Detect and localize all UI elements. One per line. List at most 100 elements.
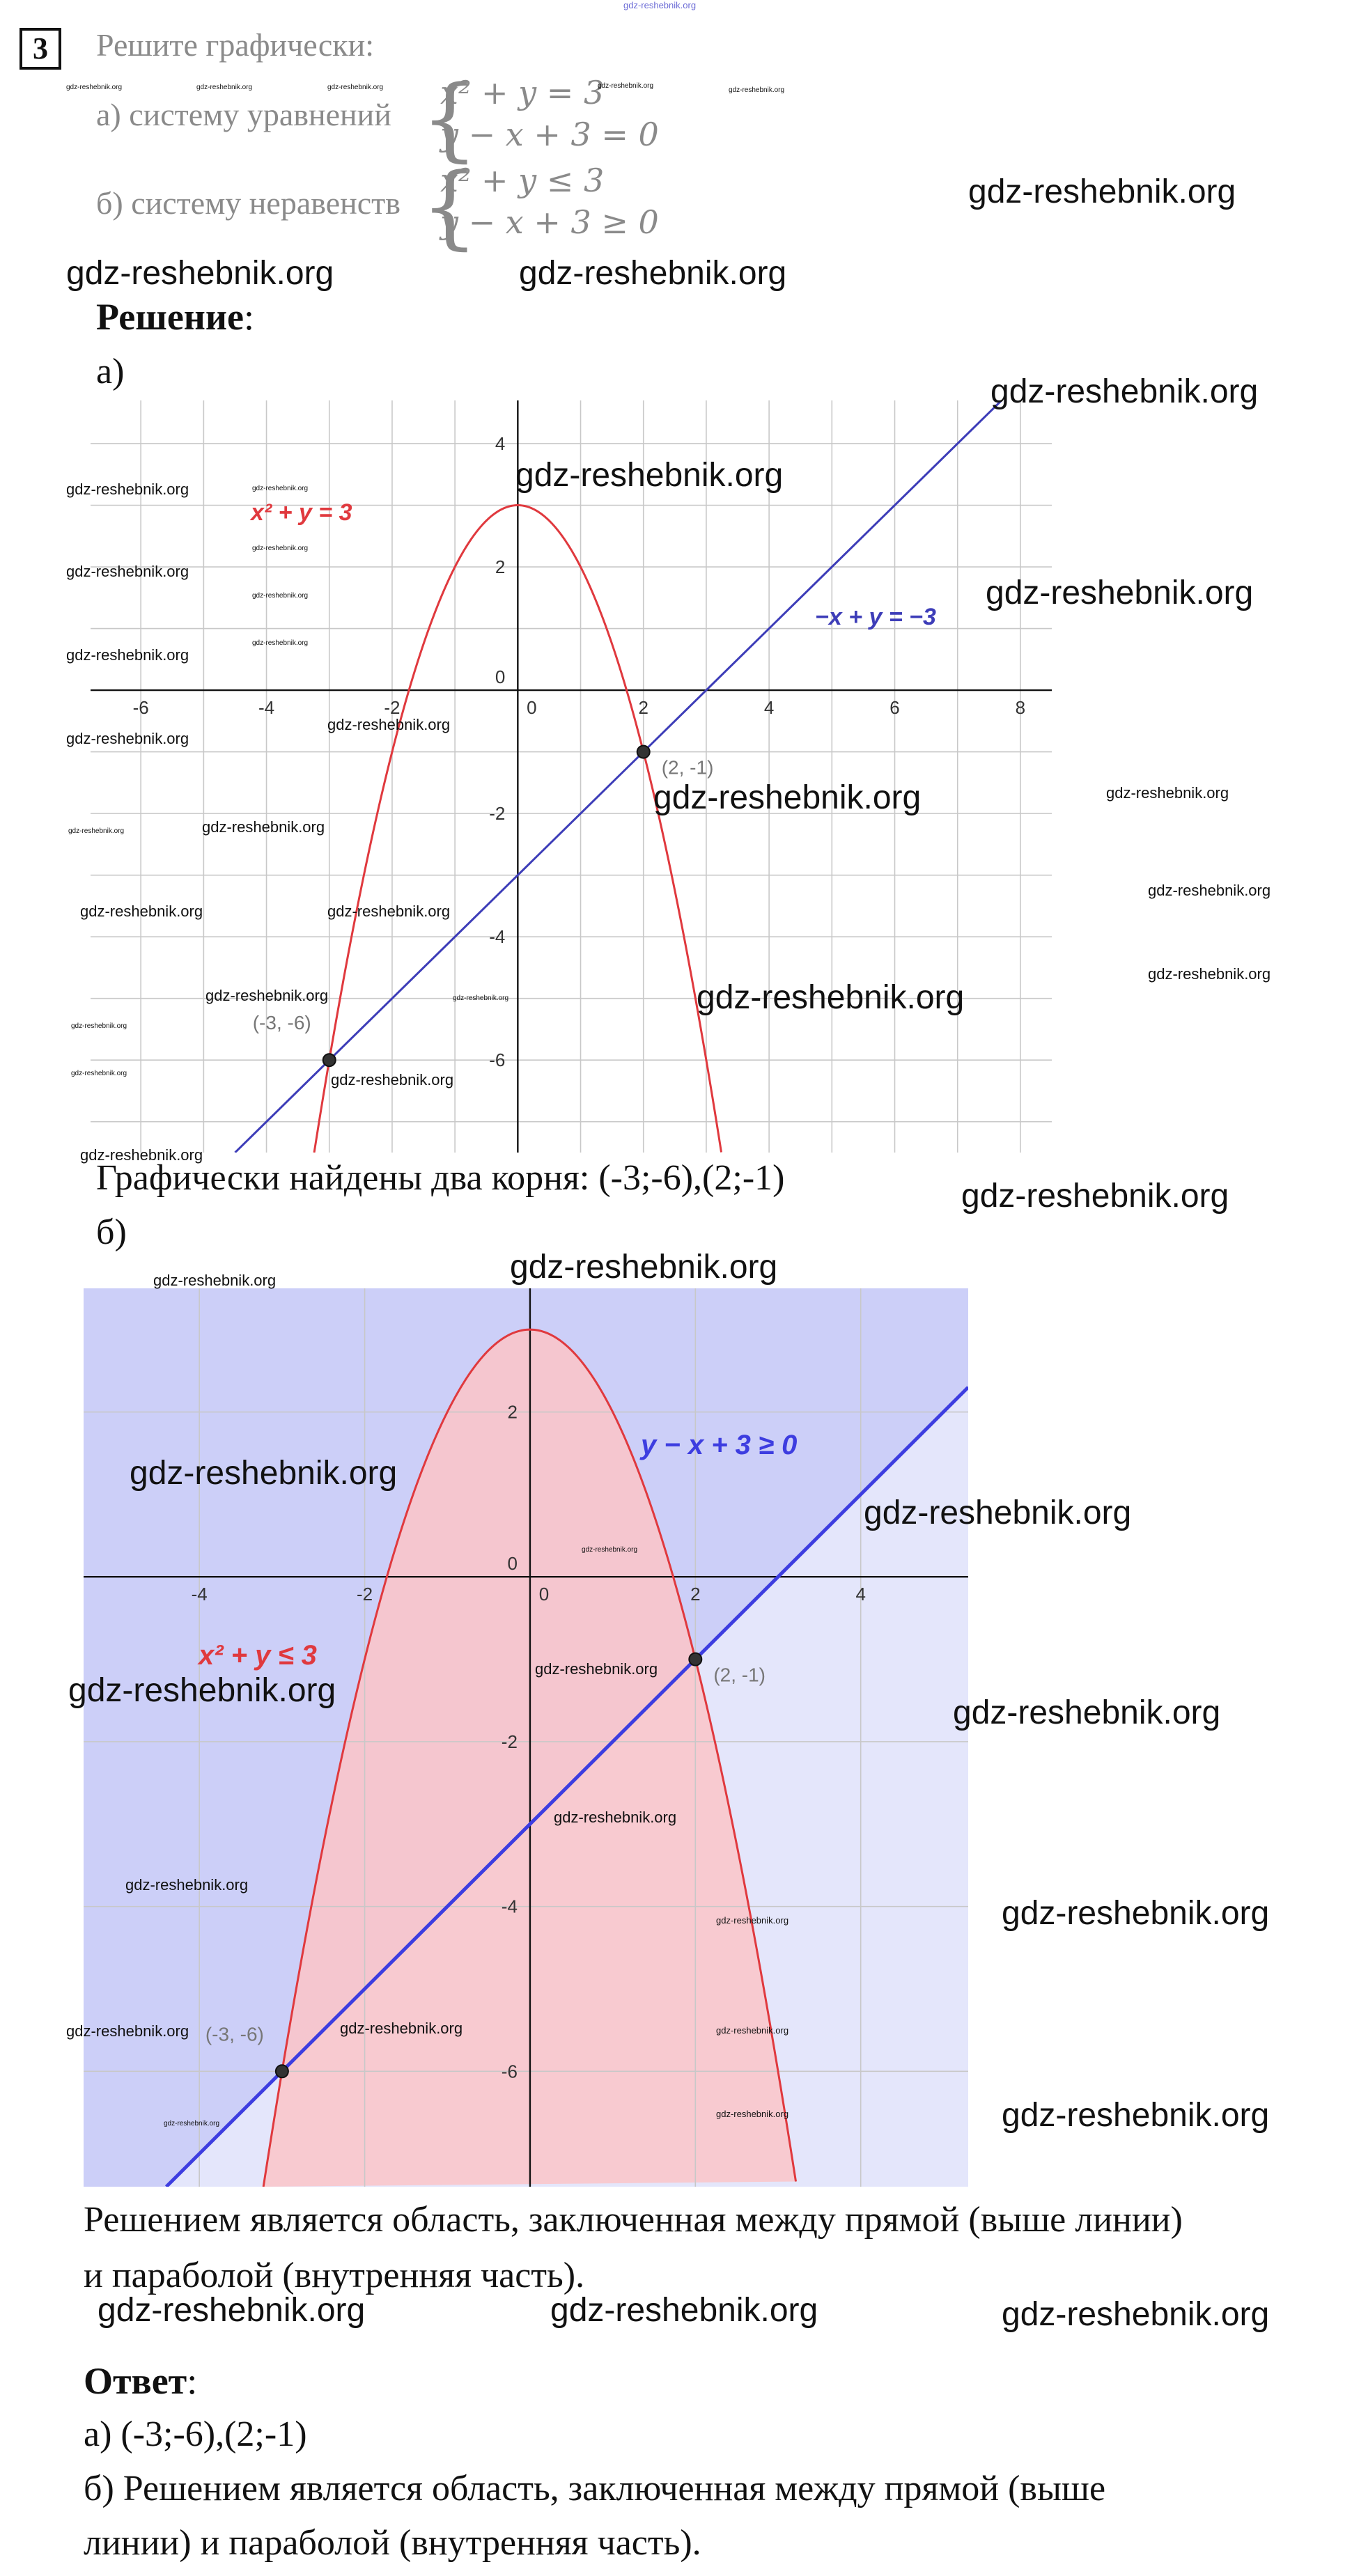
x-tick-label: -2 xyxy=(384,697,400,718)
system-a-eq2: y − x + 3 = 0 xyxy=(440,116,659,153)
y-tick-label: -6 xyxy=(502,2061,518,2082)
watermark: gdz-reshebnik.org xyxy=(1002,2097,1270,2134)
intersection-point xyxy=(688,1652,703,1666)
watermark: gdz-reshebnik.org xyxy=(864,1494,1132,1531)
watermark: gdz-reshebnik.org xyxy=(327,903,451,920)
x-tick-label: -2 xyxy=(357,1584,373,1605)
watermark: gdz-reshebnik.org xyxy=(66,730,189,747)
x-tick-label: -6 xyxy=(133,697,149,718)
watermark: gdz-reshebnik.org xyxy=(327,84,384,91)
watermark: gdz-reshebnik.org xyxy=(986,575,1254,611)
answer-line-b2: линии) и параболой (внутренняя часть). xyxy=(84,2523,701,2563)
watermark: gdz-reshebnik.org xyxy=(80,903,203,920)
watermark: gdz-reshebnik.org xyxy=(71,1070,127,1077)
watermark: gdz-reshebnik.org xyxy=(598,82,654,90)
equation-label: −x + y = −3 xyxy=(815,604,936,630)
watermark: gdz-reshebnik.org xyxy=(697,979,965,1016)
watermark: gdz-reshebnik.org xyxy=(716,1915,789,1926)
x-tick-label: 6 xyxy=(889,697,899,718)
part-a-label: а) систему уравнений xyxy=(96,97,391,132)
y-tick-label: 2 xyxy=(507,1402,517,1423)
y-tick-label: -2 xyxy=(502,1731,518,1752)
x-tick-label: -4 xyxy=(258,697,274,718)
point-label: (2, -1) xyxy=(713,1664,766,1686)
equation-label: x² + y ≤ 3 xyxy=(197,1640,317,1671)
solution-part-b: б) xyxy=(96,1212,127,1252)
watermark: gdz-reshebnik.org xyxy=(130,1455,398,1492)
watermark: gdz-reshebnik.org xyxy=(252,592,309,600)
intersection-point xyxy=(274,2064,289,2079)
watermark: gdz-reshebnik.org xyxy=(205,987,329,1004)
watermark: gdz-reshebnik.org xyxy=(1002,1895,1270,1932)
task-title: Решите графически: xyxy=(96,27,375,63)
equation-label: y − x + 3 ≥ 0 xyxy=(639,1430,797,1460)
watermark: gdz-reshebnik.org xyxy=(327,716,451,733)
watermark: gdz-reshebnik.org xyxy=(202,818,325,836)
line-graph xyxy=(164,1386,968,2187)
x-tick-label: 0 xyxy=(539,1584,549,1605)
watermark: gdz-reshebnik.org xyxy=(125,1876,249,1894)
x-tick-label: 2 xyxy=(690,1584,700,1605)
equation-label: x² + y = 3 xyxy=(249,499,352,526)
watermark: gdz-reshebnik.org xyxy=(550,2292,818,2329)
system-a-eq1: x² + y = 3 xyxy=(440,74,605,111)
line-graph xyxy=(234,400,1002,1153)
x-tick-label: -4 xyxy=(192,1584,208,1605)
watermark: gdz-reshebnik.org xyxy=(196,84,253,91)
watermark: gdz-reshebnik.org xyxy=(98,2292,366,2329)
result-b-line1: Решением является область, заключенная м… xyxy=(84,2200,1183,2240)
watermark: gdz-reshebnik.org xyxy=(515,457,784,494)
watermark: gdz-reshebnik.org xyxy=(340,2020,463,2037)
header-watermark: gdz-reshebnik.org xyxy=(623,0,697,10)
watermark: gdz-reshebnik.org xyxy=(66,84,123,91)
watermark: gdz-reshebnik.org xyxy=(582,1546,638,1554)
watermark: gdz-reshebnik.org xyxy=(66,646,189,664)
point-label: (2, -1) xyxy=(662,757,714,779)
system-brace-b: { xyxy=(421,153,479,259)
watermark: gdz-reshebnik.org xyxy=(66,563,189,580)
y-tick-label: -2 xyxy=(489,803,505,824)
system-b-ineq1: x² + y ≤ 3 xyxy=(440,162,605,199)
watermark: gdz-reshebnik.org xyxy=(653,779,922,816)
x-tick-label: 0 xyxy=(527,697,536,718)
intersection-point xyxy=(322,1053,336,1068)
watermark: gdz-reshebnik.org xyxy=(968,173,1236,210)
watermark: gdz-reshebnik.org xyxy=(519,255,787,292)
result-b-line2: и параболой (внутренняя часть). xyxy=(84,2256,585,2295)
watermark: gdz-reshebnik.org xyxy=(1106,784,1229,802)
parabola-curve xyxy=(262,1328,798,2187)
y-tick-label: 0 xyxy=(495,666,505,687)
watermark: gdz-reshebnik.org xyxy=(164,2120,220,2128)
point-label: (-3, -6) xyxy=(205,2023,264,2045)
x-tick-label: 4 xyxy=(855,1584,865,1605)
watermark: gdz-reshebnik.org xyxy=(66,2022,189,2040)
y-tick-label: 4 xyxy=(495,433,505,454)
watermark: gdz-reshebnik.org xyxy=(990,373,1259,410)
watermark: gdz-reshebnik.org xyxy=(453,994,509,1002)
watermark: gdz-reshebnik.org xyxy=(716,2109,789,2119)
x-tick-label: 2 xyxy=(638,697,648,718)
watermark: gdz-reshebnik.org xyxy=(729,86,785,94)
solution-heading: Решение: xyxy=(96,296,255,338)
y-tick-label: -6 xyxy=(489,1049,505,1070)
solution-part-a: а) xyxy=(96,352,125,391)
y-tick-label: 2 xyxy=(495,556,505,577)
part-b-label: б) систему неравенств xyxy=(96,185,401,221)
watermark: gdz-reshebnik.org xyxy=(716,2025,789,2036)
y-tick-label: -4 xyxy=(502,1896,518,1917)
watermark: gdz-reshebnik.org xyxy=(68,827,125,835)
task-number: 3 xyxy=(20,28,61,70)
point-label: (-3, -6) xyxy=(253,1012,311,1033)
answer-line-b1: б) Решением является область, заключенна… xyxy=(84,2469,1106,2508)
watermark: gdz-reshebnik.org xyxy=(80,1146,203,1164)
answer-line-a: а) (-3;-6),(2;-1) xyxy=(84,2414,307,2454)
watermark: gdz-reshebnik.org xyxy=(510,1249,778,1286)
answer-heading: Ответ: xyxy=(84,2360,198,2402)
chart-a: -6 -4 -2 0 2 4 6 8 -6 -4 -2 0 2 4 (2, -1) (-3, -6) x² + … xyxy=(91,400,1052,1153)
watermark: gdz-reshebnik.org xyxy=(153,1272,277,1289)
chart-b: -4 -2 0 2 4 -6 -4 -2 0 2 (2, -1) (-3, -6) x² + y ≤ 3… xyxy=(84,1288,968,2187)
y-tick-label: 0 xyxy=(507,1553,517,1574)
watermark: gdz-reshebnik.org xyxy=(252,639,309,647)
watermark: gdz-reshebnik.org xyxy=(252,545,309,552)
watermark: gdz-reshebnik.org xyxy=(68,1672,336,1709)
